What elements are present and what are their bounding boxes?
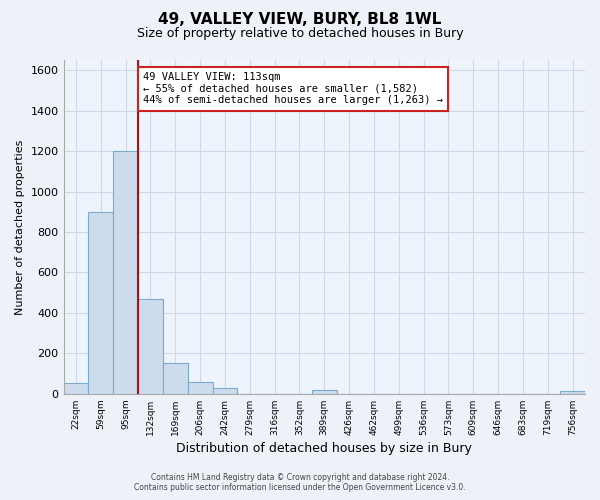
Text: Contains HM Land Registry data © Crown copyright and database right 2024.
Contai: Contains HM Land Registry data © Crown c…	[134, 473, 466, 492]
Text: 49, VALLEY VIEW, BURY, BL8 1WL: 49, VALLEY VIEW, BURY, BL8 1WL	[158, 12, 442, 28]
Text: Size of property relative to detached houses in Bury: Size of property relative to detached ho…	[137, 28, 463, 40]
Bar	[88, 212, 113, 394]
X-axis label: Distribution of detached houses by size in Bury: Distribution of detached houses by size …	[176, 442, 472, 455]
Bar	[163, 364, 188, 394]
Bar	[212, 388, 238, 394]
Bar	[312, 390, 337, 394]
Y-axis label: Number of detached properties: Number of detached properties	[15, 139, 25, 314]
Bar	[113, 151, 138, 394]
Bar	[138, 298, 163, 394]
Bar	[64, 382, 88, 394]
Text: 49 VALLEY VIEW: 113sqm
← 55% of detached houses are smaller (1,582)
44% of semi-: 49 VALLEY VIEW: 113sqm ← 55% of detached…	[143, 72, 443, 106]
Bar	[188, 382, 212, 394]
Bar	[560, 391, 585, 394]
